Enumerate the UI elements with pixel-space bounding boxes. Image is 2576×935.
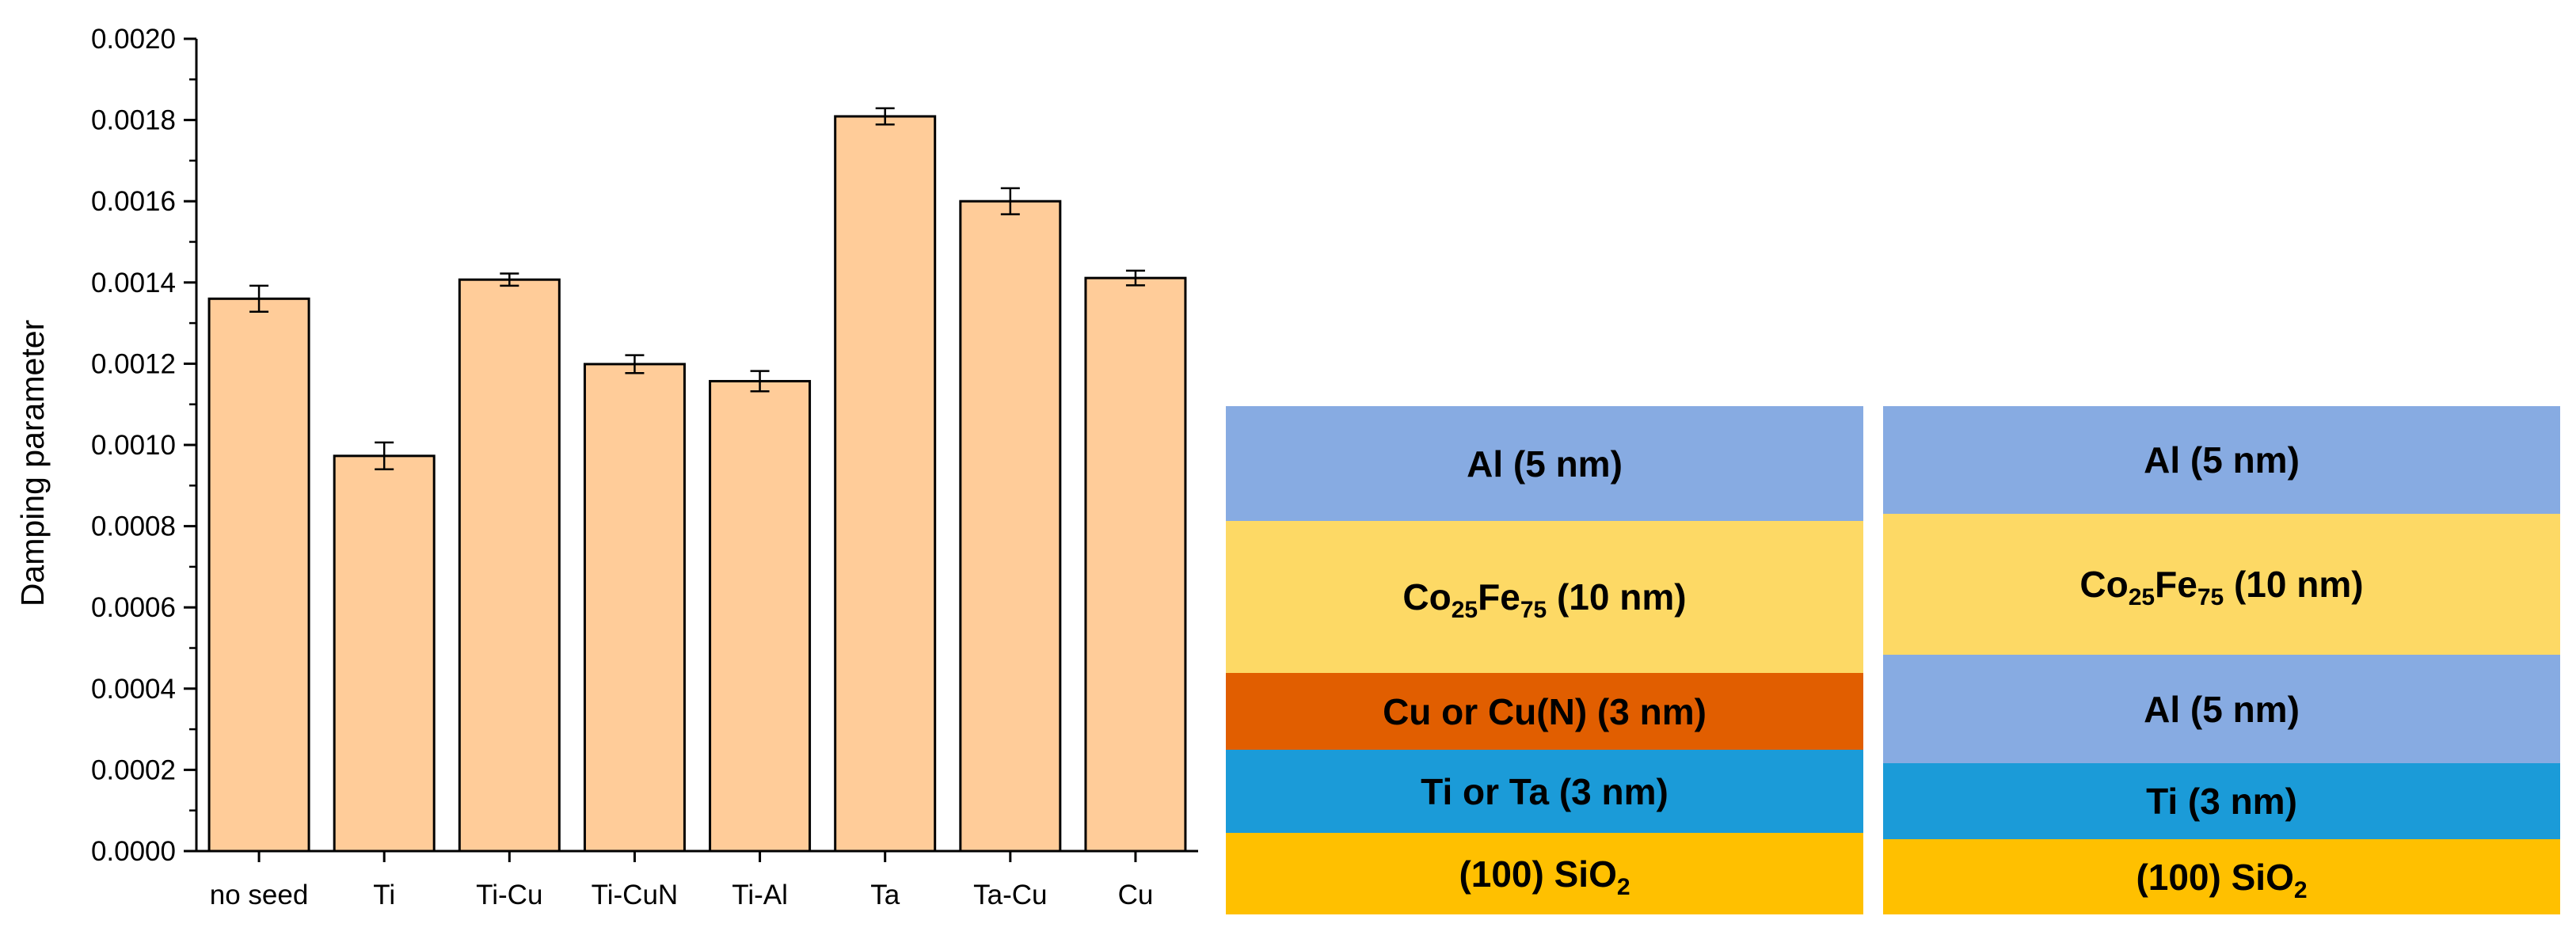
damping-bar-chart: no seed Ti Ti-Cu Ti-CuN Ti-Al Ta Ta-Cu Cu 0.0000… <box>14 24 1198 910</box>
layer-label: (100) SiO2 <box>1459 853 1630 900</box>
x-tick-label-3: Ti-CuN <box>592 880 679 910</box>
x-tick-label-2: Ti-Cu <box>476 880 542 910</box>
y-tick-label-0: 0.0000 <box>91 836 176 867</box>
layer-al-top: Al (5 nm) <box>1226 406 1863 521</box>
layer-label: Al (5 nm) <box>2144 688 2300 730</box>
x-tick-label-7: Cu <box>1118 880 1154 910</box>
bar-6 <box>959 200 1062 853</box>
y-tick-label-10: 0.0020 <box>91 24 176 55</box>
x-tick-label-1: Ti <box>373 880 395 910</box>
layer-stack-left: Al (5 nm) Co25Fe75 (10 nm) Cu or Cu(N) (… <box>1226 0 1863 935</box>
layer-cu: Cu or Cu(N) (3 nm) <box>1226 673 1863 750</box>
bar-1 <box>333 454 436 853</box>
y-tick-label-4: 0.0008 <box>91 511 176 542</box>
layer-label: (100) SiO2 <box>2136 856 2308 903</box>
layer-label: Cu or Cu(N) (3 nm) <box>1383 690 1707 732</box>
y-tick-label-2: 0.0004 <box>91 674 176 705</box>
y-tick-label-7: 0.0014 <box>91 268 176 298</box>
bar-3 <box>583 363 686 853</box>
y-tick-label-5: 0.0010 <box>91 430 176 461</box>
layer-label: Co25Fe75 (10 nm) <box>1402 576 1687 623</box>
layer-stack-right: Al (5 nm) Co25Fe75 (10 nm) Al (5 nm) Ti … <box>1883 0 2560 935</box>
layer-label: Al (5 nm) <box>1467 443 1623 485</box>
layer-label: Ti or Ta (3 nm) <box>1421 770 1669 812</box>
layer-sio2: (100) SiO2 <box>1226 833 1863 914</box>
y-axis-title: Damping parameter <box>14 320 51 606</box>
bar-4 <box>709 379 812 853</box>
bar-0 <box>207 297 310 853</box>
layer-sio2: (100) SiO2 <box>1883 839 2560 914</box>
layer-label: Ti (3 nm) <box>2146 781 2297 822</box>
layer-label: Al (5 nm) <box>2144 439 2300 481</box>
bar-2 <box>458 278 561 853</box>
y-tick-label-3: 0.0006 <box>91 592 176 623</box>
y-tick-label-6: 0.0012 <box>91 348 176 379</box>
x-tick-label-4: Ti-Al <box>732 880 788 910</box>
layer-al-top: Al (5 nm) <box>1883 406 2560 514</box>
y-tick-label-8: 0.0016 <box>91 186 176 217</box>
layer-cofe: Co25Fe75 (10 nm) <box>1883 514 2560 655</box>
layer-cofe: Co25Fe75 (10 nm) <box>1226 521 1863 673</box>
x-tick-label-5: Ta <box>870 880 900 910</box>
y-tick-label-1: 0.0002 <box>91 754 176 785</box>
x-tick-label-6: Ta-Cu <box>973 880 1047 910</box>
layer-label: Co25Fe75 (10 nm) <box>2079 564 2364 610</box>
bars-layer <box>207 107 1187 853</box>
bar-7 <box>1084 276 1187 853</box>
axes-layer: no seed Ti Ti-Cu Ti-CuN Ti-Al Ta Ta-Cu Cu 0.0000… <box>91 24 1198 910</box>
layer-ti-ta: Ti or Ta (3 nm) <box>1226 750 1863 833</box>
layer-ti: Ti (3 nm) <box>1883 763 2560 839</box>
bar-5 <box>834 115 937 853</box>
layer-al-middle: Al (5 nm) <box>1883 655 2560 763</box>
y-tick-label-9: 0.0018 <box>91 105 176 136</box>
x-tick-label-0: no seed <box>210 880 309 910</box>
